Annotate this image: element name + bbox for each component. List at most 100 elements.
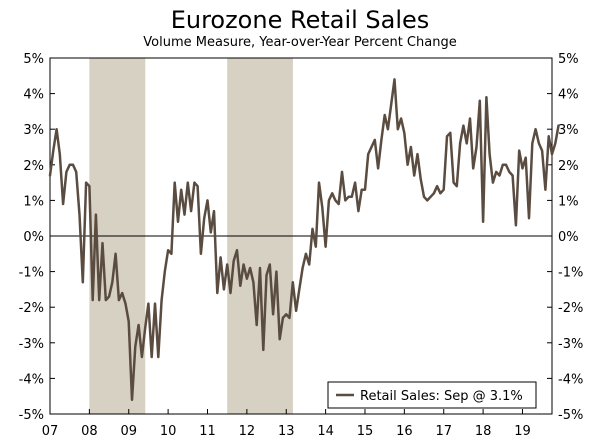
data-point [308, 263, 311, 266]
data-point [393, 78, 396, 81]
data-point [88, 185, 91, 187]
data-point [127, 320, 130, 323]
data-point [180, 188, 182, 191]
data-point [397, 128, 399, 130]
y-tick-label-right: 2% [558, 159, 579, 174]
data-point [101, 242, 104, 244]
data-point [105, 299, 107, 301]
data-point [400, 117, 402, 120]
data-point [272, 313, 274, 316]
data-point [518, 149, 520, 152]
data-point [311, 228, 314, 230]
y-tick-label-left: -2% [19, 301, 44, 316]
data-point [262, 349, 265, 351]
data-point [144, 327, 146, 330]
data-point [337, 203, 340, 205]
data-point [301, 267, 304, 269]
y-tick-label-right: 3% [558, 123, 579, 138]
data-point [538, 142, 540, 145]
data-point [479, 99, 481, 102]
data-point [236, 249, 238, 251]
y-tick-label-right: -2% [558, 301, 583, 316]
data-point [200, 253, 202, 255]
x-tick-label: 07 [42, 424, 59, 439]
data-point [328, 199, 330, 202]
data-point [390, 103, 393, 106]
data-point [364, 188, 366, 191]
data-point [406, 164, 409, 166]
y-tick-label-right: -5% [558, 408, 583, 423]
data-point [469, 117, 471, 120]
data-point [413, 174, 416, 177]
data-point [449, 132, 452, 134]
y-tick-label-right: 5% [558, 52, 579, 67]
data-point [137, 324, 140, 326]
x-tick-label: 12 [239, 424, 256, 439]
data-point [72, 164, 74, 166]
data-point [419, 178, 422, 180]
y-tick-label-left: 5% [23, 52, 44, 67]
data-point [534, 128, 537, 130]
y-tick-label-left: -3% [19, 337, 44, 352]
data-point [416, 153, 419, 155]
data-point [85, 181, 87, 184]
data-point [502, 164, 504, 166]
y-tick-label-left: -4% [19, 372, 44, 387]
data-point [249, 267, 251, 269]
data-point [213, 210, 215, 212]
data-point [269, 263, 271, 266]
data-point [167, 249, 169, 251]
data-point [370, 146, 373, 148]
x-tick-label: 18 [475, 424, 492, 439]
series-line-retail-sales [48, 78, 560, 402]
data-point [118, 299, 120, 301]
data-point [49, 174, 51, 177]
x-tick-label: 10 [160, 424, 177, 439]
data-point [223, 288, 225, 291]
data-point [275, 270, 278, 273]
data-point [544, 188, 547, 191]
data-point [387, 128, 389, 130]
data-point [318, 181, 320, 184]
data-point [524, 156, 527, 159]
data-point [147, 302, 150, 305]
data-point [160, 299, 163, 301]
data-point [531, 142, 534, 145]
x-tick-label: 11 [199, 424, 216, 439]
y-tick-label-left: 1% [23, 194, 44, 209]
data-point [114, 253, 117, 255]
data-point [367, 153, 370, 155]
y-tick-label-right: -1% [558, 266, 583, 281]
data-point [154, 302, 156, 305]
data-point [383, 114, 386, 116]
legend-box [327, 381, 537, 409]
data-point [528, 217, 530, 219]
data-point [68, 164, 71, 166]
data-point [62, 203, 64, 205]
y-tick-label-right: 0% [558, 230, 579, 245]
data-point [511, 174, 514, 177]
legend-label: Retail Sales: Sep @ 3.1% [360, 389, 523, 404]
data-point [59, 153, 61, 155]
data-point [541, 149, 543, 152]
data-point [226, 263, 228, 266]
data-point [111, 281, 114, 284]
x-tick-label: 17 [435, 424, 452, 439]
data-point [295, 310, 297, 312]
data-point [360, 188, 363, 191]
data-point [124, 302, 127, 305]
data-point [508, 171, 511, 173]
data-point [206, 199, 209, 202]
data-point [442, 188, 445, 191]
data-point [429, 196, 432, 198]
data-point [131, 399, 133, 401]
y-tick-label-left: 0% [23, 230, 44, 245]
data-point [170, 253, 173, 255]
data-point [452, 181, 455, 184]
x-tick-label: 14 [317, 424, 334, 439]
data-point [456, 185, 458, 187]
data-point [459, 142, 461, 145]
data-point [344, 199, 347, 202]
y-tick-label-left: -1% [19, 266, 44, 281]
data-point [521, 167, 524, 170]
